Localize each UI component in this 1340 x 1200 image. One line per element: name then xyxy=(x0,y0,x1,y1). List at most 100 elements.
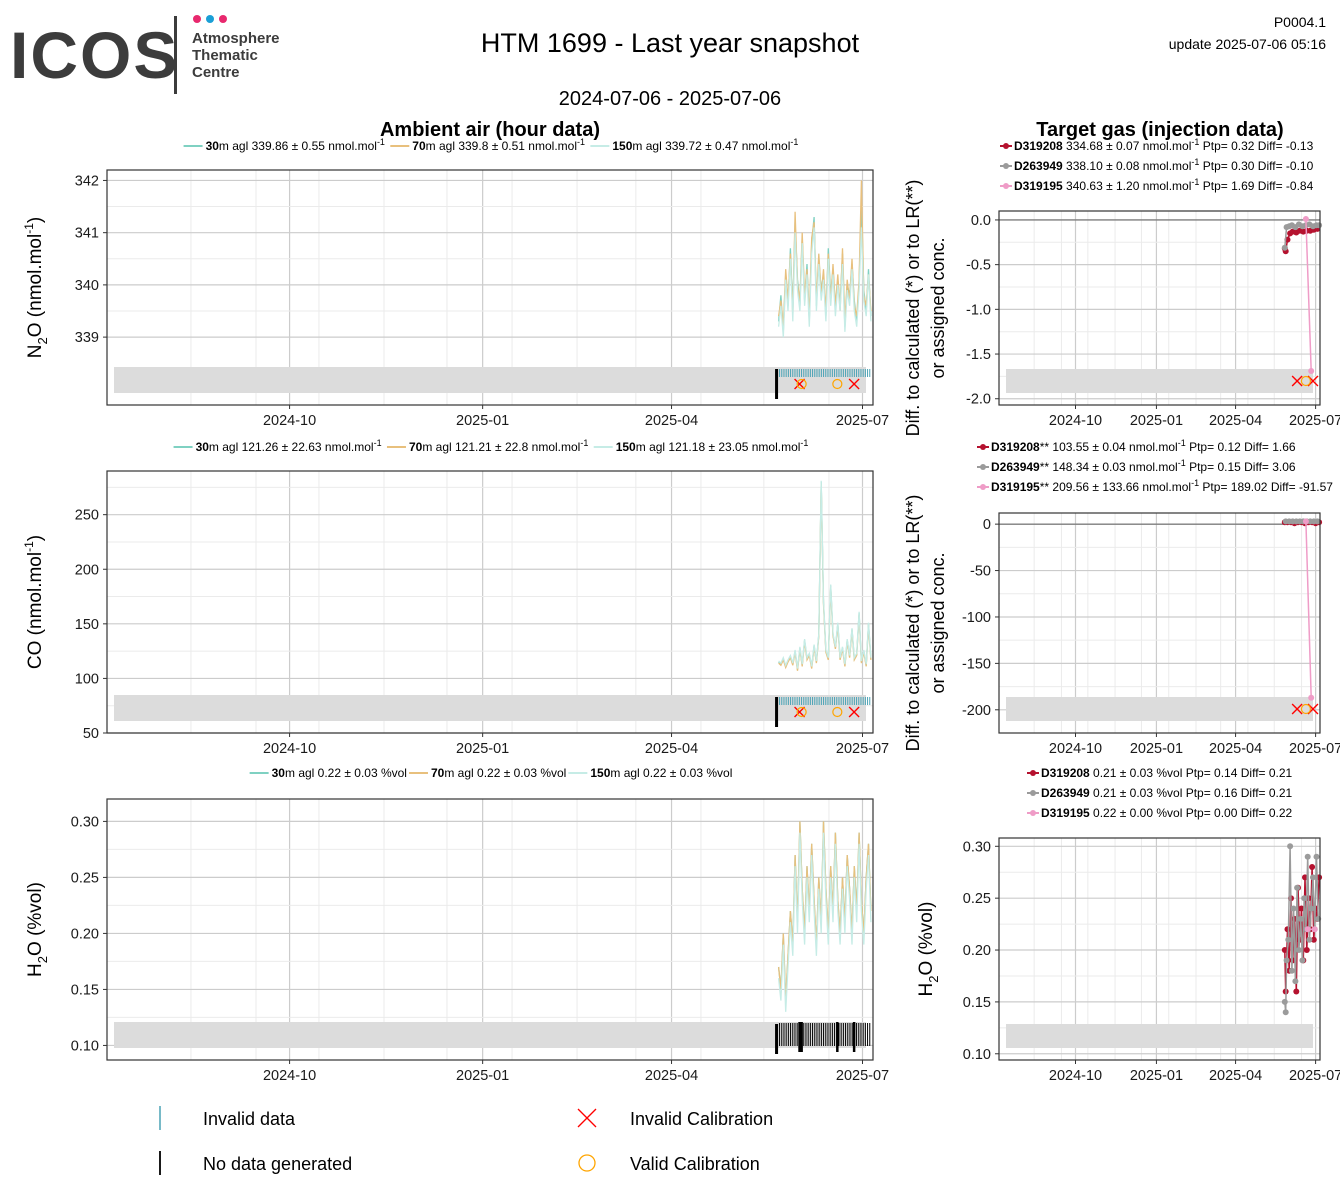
legend-label: 103.55 ± 0.04 nmol.mol xyxy=(1049,440,1178,454)
panel-n2o-target: 0.0 -0.5 -1.0 -1.5 -2.0 2024-10 2025-01 2025-04… xyxy=(903,180,1340,437)
legend-text: 30m agl 121.26 ± 22.63 nmol.mol-1 70m ag… xyxy=(172,438,809,454)
legend-height: 150 xyxy=(590,766,610,780)
valid-calibration-marker xyxy=(1300,375,1312,387)
y-axis-label: or assigned conc. xyxy=(928,552,948,693)
point-D319208 xyxy=(1303,947,1310,953)
series-line-150m xyxy=(777,832,872,1012)
plot-frame xyxy=(106,470,874,734)
logo-dot xyxy=(206,15,214,23)
y-tick-label: -2.0 xyxy=(966,392,991,408)
logo-dot xyxy=(193,15,201,23)
y-tick-label: 0.10 xyxy=(71,1038,99,1054)
section-title-ambient: Ambient air (hour data) xyxy=(380,119,600,141)
y-tick-label: -1.0 xyxy=(966,302,991,318)
cross-stroke xyxy=(1291,375,1303,387)
y-axis-label: Diff. to calculated (*) or to LR(**) xyxy=(903,180,923,437)
valid-calibration-marker xyxy=(1300,703,1312,715)
valid-calibration-key xyxy=(578,1154,596,1172)
plot-frame xyxy=(106,798,874,1061)
valid-calibration-marker xyxy=(832,378,843,390)
legend-label: m agl 121.26 ± 22.63 nmol.mol xyxy=(209,440,374,454)
legend-key-point-D319208 xyxy=(1003,143,1009,149)
point-D319208 xyxy=(1309,864,1316,870)
legend-sup: -1 xyxy=(790,137,798,147)
legend-key-point-D319195 xyxy=(1030,810,1036,816)
x-tick-label: 2025-04 xyxy=(1209,741,1262,757)
point-D319208 xyxy=(1293,988,1300,995)
legend-label: m agl 339.86 ± 0.55 nmol.mol xyxy=(219,139,377,153)
plot-background xyxy=(107,471,873,733)
legend-cylinder: D319195 xyxy=(1014,179,1063,193)
legend-sup: -1 xyxy=(1191,157,1199,167)
y-axis-label-sub: 2 xyxy=(35,337,50,344)
panel-co-target: 0 -50 -100 -150 -200 2024-10 2025-01 2025-04 202… xyxy=(903,495,1340,757)
logo-subtitle: Centre xyxy=(192,64,240,81)
legend-cylinder: D319195 xyxy=(991,480,1040,494)
panel-co-ambient: 50 100 150 200 250 2024-10 2025-01 2025-04 2025-… xyxy=(22,470,889,757)
y-tick-label: 100 xyxy=(75,671,99,687)
legend-label: 0.21 ± 0.03 %vol Ptp= 0.16 Diff= 0.21 xyxy=(1090,786,1293,800)
y-axis-label-sub: 2 xyxy=(926,975,941,982)
point-D319208 xyxy=(1310,936,1317,943)
legend-cylinder: D319195 xyxy=(1041,806,1090,820)
y-tick-label: 200 xyxy=(75,562,99,578)
legend-sup: -1 xyxy=(1178,458,1186,468)
point-D263949 xyxy=(1313,853,1320,860)
y-tick-label: 339 xyxy=(75,330,99,346)
logo-wordmark: ICOS xyxy=(10,18,179,92)
x-tick-label: 2024-10 xyxy=(1049,741,1102,757)
y-tick-label: 0.25 xyxy=(963,891,991,907)
y-tick-label: -0.5 xyxy=(966,258,991,274)
legend-text: D319195** 209.56 ± 133.66 nmol.mol-1 Ptp… xyxy=(991,478,1333,494)
y-tick-label: 0.10 xyxy=(963,1047,991,1063)
invalid-calibration-marker xyxy=(794,706,806,718)
legend-label: 340.63 ± 1.20 nmol.mol xyxy=(1063,179,1192,193)
invalid-calibration-marker xyxy=(848,706,860,718)
x-tick-label: 2025-07 xyxy=(1289,413,1340,429)
point-D263949 xyxy=(1290,905,1297,912)
point-D263949 xyxy=(1283,957,1290,964)
invalid-calibration-marker xyxy=(848,378,860,390)
y-tick-label: 0.20 xyxy=(963,943,991,959)
y-tick-label: 150 xyxy=(75,617,99,633)
legend-key-point-D263949 xyxy=(1003,163,1009,169)
legend-marker: ** xyxy=(1040,440,1050,454)
legend-sup: -1 xyxy=(577,137,585,147)
legend-tail: Ptp= 189.02 Diff= -91.57 xyxy=(1199,480,1333,494)
plot-frame xyxy=(998,837,1321,1061)
y-tick-label: 0.30 xyxy=(71,814,99,830)
legend-cylinder: D263949 xyxy=(1041,786,1090,800)
legend-marker: ** xyxy=(1040,480,1050,494)
point-D263949 xyxy=(1301,895,1308,902)
legend-co-ambient: 30m agl 121.26 ± 22.63 nmol.mol-1 70m ag… xyxy=(172,438,809,454)
legend-tail: Ptp= 0.12 Diff= 1.66 xyxy=(1186,440,1296,454)
logo-subtitle: Thematic xyxy=(192,47,258,64)
y-axis-label: N2O (nmol.mol-1) xyxy=(22,217,50,358)
plot-background xyxy=(107,799,873,1060)
y-tick-label: 250 xyxy=(75,508,99,524)
y-tick-label: 340 xyxy=(75,278,99,294)
point-D263949 xyxy=(1304,853,1311,860)
y-axis-label: or assigned conc. xyxy=(928,237,948,378)
legend-h2o-target: D319208 0.21 ± 0.03 %vol Ptp= 0.14 Diff=… xyxy=(1027,766,1293,820)
x-tick-label: 2024-10 xyxy=(1049,413,1102,429)
point-D319195 xyxy=(1304,926,1311,933)
legend-height: 150 xyxy=(612,139,632,153)
legend-text: D319195 340.63 ± 1.20 nmol.mol-1 Ptp= 1.… xyxy=(1014,177,1314,193)
legend-label: m agl 339.72 ± 0.47 nmol.mol xyxy=(632,139,790,153)
panel-n2o-ambient: 339 340 341 342 2024-10 2025-01 2025-04 2025-07… xyxy=(22,169,889,429)
y-axis-label-sub: 2 xyxy=(35,956,50,963)
x-tick-label: 2025-07 xyxy=(1289,741,1340,757)
legend-tail: Ptp= 0.15 Diff= 3.06 xyxy=(1186,460,1296,474)
point-D319195 xyxy=(1308,694,1315,701)
x-tick-label: 2024-10 xyxy=(1049,1068,1102,1084)
invalid-calibration-marker xyxy=(794,378,806,390)
y-axis-label: H2O (%vol) xyxy=(916,902,941,997)
plot-frame xyxy=(998,512,1321,734)
cross-stroke xyxy=(848,378,860,390)
page-title: HTM 1699 - Last year snapshot xyxy=(480,28,860,58)
point-D319195 xyxy=(1302,518,1309,525)
legend-tail: Ptp= 0.32 Diff= -0.13 xyxy=(1199,139,1313,153)
legend-height: 70 xyxy=(431,766,445,780)
y-tick-label: -150 xyxy=(962,656,991,672)
